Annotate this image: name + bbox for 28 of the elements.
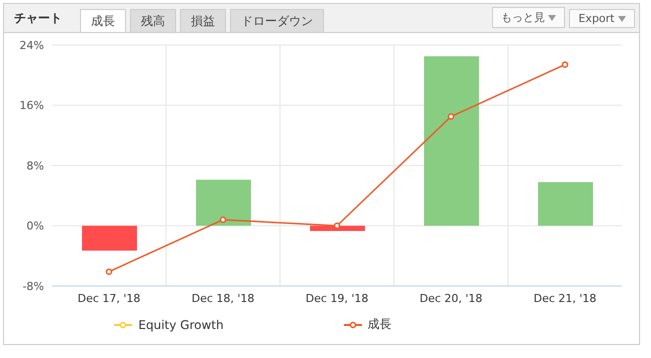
text: ドローダウン (230, 9, 324, 32)
x-tick-label: Dec 17, '18 (78, 292, 140, 305)
x-tick-label: Dec 19, '18 (306, 292, 368, 305)
text: 損益 (180, 9, 226, 32)
y-tick-label: 0% (26, 220, 44, 233)
text: 成長 (80, 9, 126, 32)
point (562, 61, 568, 68)
point (220, 216, 226, 223)
y-tick-label: 16% (20, 99, 44, 112)
point (334, 222, 340, 229)
bar (82, 226, 137, 251)
bar (424, 56, 479, 226)
legend-label: Equity Growth (137, 316, 224, 333)
point (106, 268, 112, 275)
text: チャート (14, 10, 62, 27)
point (448, 113, 454, 120)
text: もっと見 (492, 7, 566, 28)
legend-label: 成長 (366, 316, 392, 333)
x-tick-label: Dec 18, '18 (192, 292, 254, 305)
x-tick-label: Dec 21, '18 (534, 292, 596, 305)
y-tick-label: -8% (22, 280, 44, 293)
y-tick-label: 8% (26, 159, 44, 172)
bar (196, 180, 251, 226)
x-tick-label: Dec 20, '18 (420, 292, 482, 305)
bar (538, 182, 593, 226)
text: Export (569, 9, 635, 28)
text: 残高 (130, 9, 176, 32)
y-tick-label: 24% (20, 38, 44, 52)
